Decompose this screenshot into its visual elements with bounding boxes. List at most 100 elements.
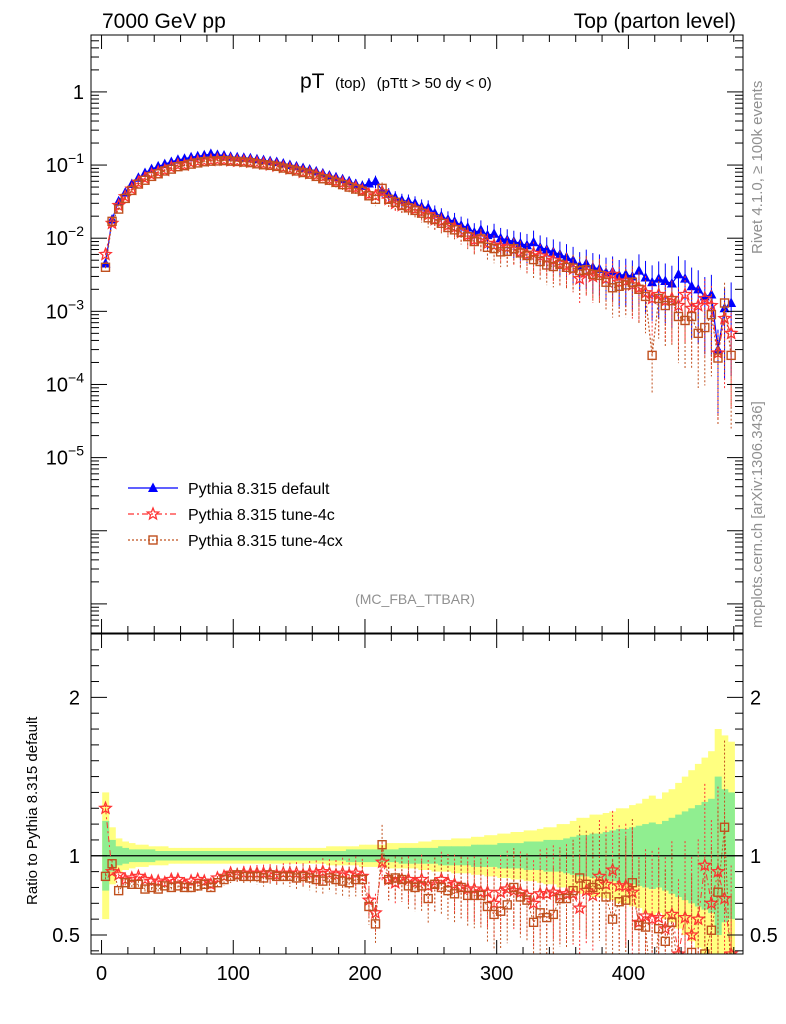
- ratio-point: [640, 922, 651, 932]
- watermark: (MC_FBA_TTBAR): [355, 591, 475, 607]
- data-point: [225, 156, 236, 166]
- data-point: [700, 322, 710, 333]
- ratio-series-square-group: [100, 740, 732, 975]
- data-point: [245, 157, 256, 168]
- data-point: [502, 234, 513, 244]
- title-cut: (pTtt > 50 dy < 0): [377, 75, 492, 92]
- ratio-point: [146, 882, 157, 893]
- data-point: [324, 175, 335, 185]
- main-frame: [90, 34, 744, 634]
- ratio-point: [526, 895, 542, 910]
- ratio-point: [469, 890, 479, 901]
- ratio-point: [690, 911, 706, 926]
- ratio-point: [239, 871, 249, 882]
- title-sub: (top): [335, 75, 366, 92]
- ratio-point: [607, 914, 618, 924]
- ratio-point: [166, 882, 177, 893]
- data-point: [588, 269, 598, 280]
- data-point: [449, 225, 460, 235]
- ratio-point: [298, 871, 308, 882]
- ratio-point: [638, 908, 653, 923]
- ratio-point: [430, 879, 440, 889]
- series-line-star: [104, 159, 732, 354]
- y-tick-label: 10−1: [46, 150, 84, 177]
- y-tick-label: 10−5: [46, 443, 84, 470]
- ratio-series-layer: [98, 740, 739, 975]
- data-point: [601, 277, 611, 287]
- ratio-point: [706, 925, 717, 935]
- data-point: [166, 164, 177, 174]
- ratio-point: [351, 874, 361, 885]
- ratio-point: [324, 873, 335, 883]
- ratio-point: [697, 857, 713, 872]
- ratio-point: [272, 871, 282, 882]
- legend: Pythia 8.315 default Pythia 8.315 tune-4c…: [128, 481, 343, 550]
- ratio-point: [107, 859, 117, 869]
- ratio-point: [598, 876, 614, 891]
- ratio-point: [528, 917, 539, 928]
- ratio-point: [621, 895, 631, 905]
- data-point: [574, 265, 585, 276]
- mcplots-label: mcplots.cern.ch [arXiv:1306.3436]: [749, 401, 766, 628]
- data-point: [618, 273, 634, 288]
- data-point: [212, 156, 223, 166]
- data-point: [489, 243, 499, 254]
- ratio-point: [723, 946, 739, 954]
- data-point: [561, 262, 572, 272]
- data-point: [717, 310, 733, 325]
- data-point: [179, 160, 190, 171]
- ratio-point: [713, 887, 723, 897]
- ratio-y-tick-label: 2: [69, 687, 80, 709]
- data-point: [542, 260, 552, 270]
- ratio-point: [374, 854, 390, 869]
- data-point: [291, 166, 302, 176]
- ratio-point: [344, 878, 354, 888]
- ratio-point: [634, 920, 644, 931]
- ratio-point: [489, 909, 499, 920]
- ratio-point: [664, 906, 680, 921]
- data-point: [390, 197, 400, 207]
- legend-marker-square: [148, 535, 158, 545]
- ratio-point: [113, 885, 124, 896]
- ratio-point: [133, 879, 144, 889]
- ratio-point: [245, 871, 256, 882]
- legend-label-square: Pythia 8.315 tune-4cx: [188, 533, 343, 550]
- title-main: pT: [300, 70, 325, 93]
- data-point: [192, 158, 203, 168]
- data-point: [660, 275, 671, 285]
- ratio-point: [440, 874, 456, 890]
- ratio-frame: [90, 633, 744, 955]
- ratio-point: [153, 884, 163, 894]
- data-point: [318, 174, 328, 184]
- ratio-point: [674, 967, 682, 975]
- ratio-y-tick-label: 1: [69, 846, 80, 868]
- ratio-ylabel: Ratio to Pythia 8.315 default: [24, 716, 41, 905]
- ratio-point: [555, 893, 565, 904]
- ratio-point: [552, 887, 568, 902]
- legend-marker-triangle: [148, 482, 158, 492]
- data-point: [489, 228, 500, 238]
- data-point: [160, 166, 170, 176]
- data-point: [627, 277, 638, 287]
- data-point: [370, 175, 381, 186]
- data-point: [634, 284, 644, 295]
- main-title: pT (top) (pTtt > 50 dy < 0): [300, 70, 492, 93]
- legend-label-star: Pythia 8.315 tune-4c: [188, 507, 335, 524]
- ratio-point: [535, 908, 545, 918]
- ratio-point: [341, 867, 357, 882]
- ratio-point: [681, 967, 689, 975]
- data-point: [265, 160, 275, 171]
- ratio-point: [660, 936, 670, 947]
- data-point: [677, 286, 693, 301]
- ratio-point: [420, 878, 436, 893]
- ratio-point: [443, 885, 453, 896]
- ratio-point: [304, 873, 315, 883]
- ratio-point: [627, 878, 638, 888]
- data-point: [443, 222, 453, 233]
- ratio-point: [654, 923, 664, 934]
- data-point: [638, 284, 653, 299]
- ratio-point: [482, 901, 493, 912]
- data-point: [304, 169, 315, 179]
- data-point: [515, 248, 526, 258]
- data-point: [252, 159, 262, 169]
